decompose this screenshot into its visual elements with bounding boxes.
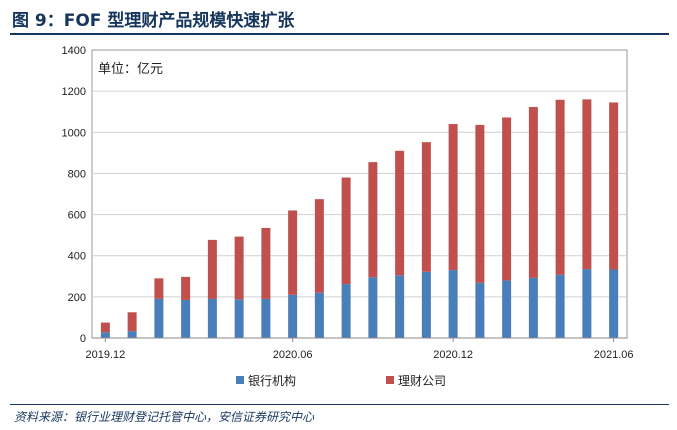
bar-segment-wealth-company — [448, 124, 458, 271]
legend-label-wealth-company: 理财公司 — [398, 374, 446, 388]
bar-segment-wealth-company — [100, 322, 110, 333]
bar-segment-bank — [341, 284, 351, 338]
bar-segment-bank — [582, 269, 592, 338]
bar-segment-bank — [234, 299, 244, 338]
bar-segment-wealth-company — [582, 99, 592, 270]
y-tick-label: 1400 — [62, 45, 86, 57]
bar-segment-bank — [127, 331, 137, 338]
bar-segment-wealth-company — [288, 210, 298, 295]
legend-swatch-wealth-company — [386, 376, 394, 384]
bar-segment-wealth-company — [395, 150, 405, 276]
bar-segment-bank — [395, 275, 405, 338]
footer-rule — [10, 404, 669, 405]
y-tick-label: 400 — [68, 251, 86, 263]
bar-segment-wealth-company — [181, 276, 191, 300]
unit-label: 单位：亿元 — [98, 62, 163, 77]
bar-segment-bank — [421, 271, 431, 338]
bar-segment-wealth-company — [341, 177, 351, 285]
bar-segment-wealth-company — [234, 236, 244, 300]
bar-segment-bank — [448, 270, 458, 338]
bar-segment-bank — [154, 298, 164, 338]
y-tick-label: 1000 — [62, 127, 86, 139]
bar-segment-wealth-company — [502, 117, 512, 281]
bar-segment-bank — [609, 269, 619, 338]
bar-segment-bank — [100, 332, 110, 338]
bar-segment-wealth-company — [528, 106, 538, 278]
x-tick-label: 2021.06 — [594, 349, 634, 361]
bar-segment-bank — [288, 294, 298, 338]
bar-segment-wealth-company — [421, 142, 431, 272]
bar-segment-bank — [314, 292, 324, 338]
stacked-bar-chart: 0 200 400 600 800 1000 1200 1400 2019.12 2020.06 2… — [62, 45, 634, 388]
figure-title: 图 9：FOF 型理财产品规模快速扩张 — [12, 11, 295, 31]
bar-segment-wealth-company — [261, 227, 271, 299]
legend-label-bank: 银行机构 — [248, 373, 296, 388]
legend-swatch-bank — [236, 376, 244, 384]
bar-segment-bank — [555, 274, 565, 338]
y-tick-label: 600 — [68, 210, 86, 222]
bar-segment-bank — [502, 280, 512, 338]
y-tick-label: 0 — [80, 333, 86, 345]
bar-segment-wealth-company — [475, 124, 485, 283]
bar-segment-wealth-company — [314, 199, 324, 293]
y-tick-label: 1200 — [62, 86, 86, 98]
x-tick-label: 2019.12 — [85, 349, 125, 361]
source-note: 资料来源：银行业理财登记托管中心，安信证券研究中心 — [14, 410, 315, 424]
bar-segment-wealth-company — [127, 312, 137, 332]
y-tick-label: 800 — [68, 168, 86, 180]
bar-segment-wealth-company — [368, 162, 378, 278]
x-tick-label: 2020.06 — [273, 349, 313, 361]
bar-segment-bank — [261, 298, 271, 338]
bar-segment-bank — [368, 277, 378, 338]
bar-segment-wealth-company — [207, 239, 217, 299]
bar-segment-bank — [475, 282, 485, 338]
plot-frame — [91, 49, 628, 339]
x-tick-label: 2020.12 — [433, 349, 473, 361]
bar-segment-wealth-company — [154, 278, 164, 299]
bar-segment-bank — [207, 298, 217, 338]
bar-segment-wealth-company — [555, 99, 565, 275]
figure-header: 图 9：FOF 型理财产品规模快速扩张 — [0, 0, 677, 36]
bar-segment-bank — [528, 277, 538, 338]
bar-segment-wealth-company — [609, 102, 619, 270]
y-tick-label: 200 — [68, 292, 86, 304]
bar-segment-bank — [181, 299, 191, 338]
header-rule — [10, 33, 669, 35]
